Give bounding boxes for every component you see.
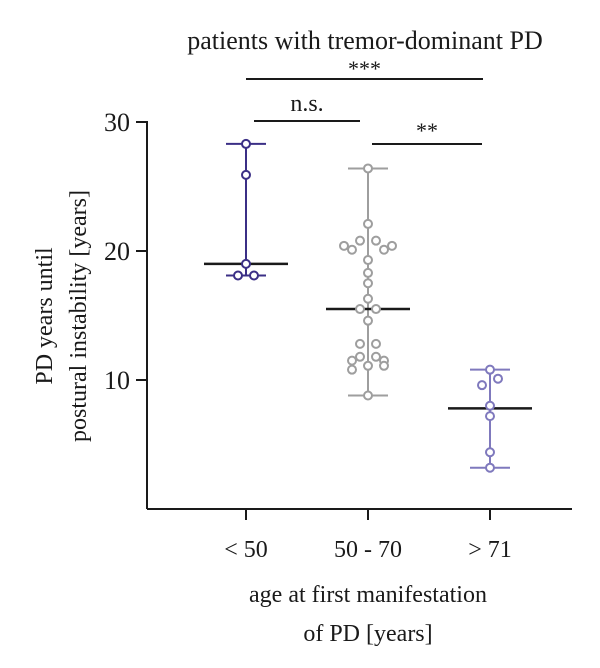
y-tick-label: 30 xyxy=(104,108,130,137)
data-point xyxy=(371,338,381,349)
data-point xyxy=(485,364,495,375)
data-point xyxy=(371,235,381,246)
data-point xyxy=(477,380,487,391)
chart-marks: *** n.s. ** xyxy=(204,56,532,473)
data-point xyxy=(363,267,373,278)
x-tick-label: 50 - 70 xyxy=(334,537,402,563)
data-point xyxy=(493,373,503,384)
data-point xyxy=(249,270,259,281)
data-point xyxy=(371,304,381,315)
data-point xyxy=(241,258,251,269)
y-axis-label: PD years until postural instability [yea… xyxy=(32,190,92,442)
group--50 xyxy=(204,138,288,281)
data-point xyxy=(363,360,373,371)
y-tick-label: 20 xyxy=(104,237,130,266)
chart-title: patients with tremor-dominant PD xyxy=(187,26,542,55)
data-point xyxy=(363,278,373,289)
x-tick-label: < 50 xyxy=(224,537,268,563)
data-point xyxy=(371,351,381,362)
significance-label: *** xyxy=(348,56,381,81)
data-point xyxy=(387,240,397,251)
data-point xyxy=(485,462,495,473)
group--71 xyxy=(448,364,532,473)
data-point xyxy=(347,244,357,255)
data-point xyxy=(347,355,357,366)
data-point xyxy=(355,351,365,362)
data-point xyxy=(363,293,373,304)
data-point xyxy=(233,270,243,281)
data-point xyxy=(363,315,373,326)
x-axis-label-line-1: age at first manifestation xyxy=(249,582,487,608)
data-point xyxy=(363,255,373,266)
data-point xyxy=(355,338,365,349)
x-axis-label-line-2: of PD [years] xyxy=(303,621,432,647)
y-tick-label: 10 xyxy=(104,366,130,395)
y-axis-label-line-2: postural instability [years] xyxy=(66,190,92,442)
data-point xyxy=(363,390,373,401)
data-point xyxy=(241,169,251,180)
axes: 10 20 30 < 50 50 - 70 > 71 xyxy=(104,108,572,563)
data-point xyxy=(485,447,495,458)
group-50-70 xyxy=(326,163,410,401)
x-tick-label: > 71 xyxy=(468,537,512,563)
data-point xyxy=(355,304,365,315)
data-point xyxy=(485,411,495,422)
significance-label: n.s. xyxy=(290,91,323,117)
y-axis-label-line-1: PD years until xyxy=(32,247,58,385)
data-point xyxy=(485,400,495,411)
data-point xyxy=(363,163,373,174)
data-point xyxy=(241,138,251,149)
data-point xyxy=(379,244,389,255)
data-point xyxy=(363,218,373,229)
data-point xyxy=(339,240,349,251)
significance-label: ** xyxy=(416,118,438,143)
data-point xyxy=(355,235,365,246)
data-point xyxy=(379,360,389,371)
data-point xyxy=(347,364,357,375)
